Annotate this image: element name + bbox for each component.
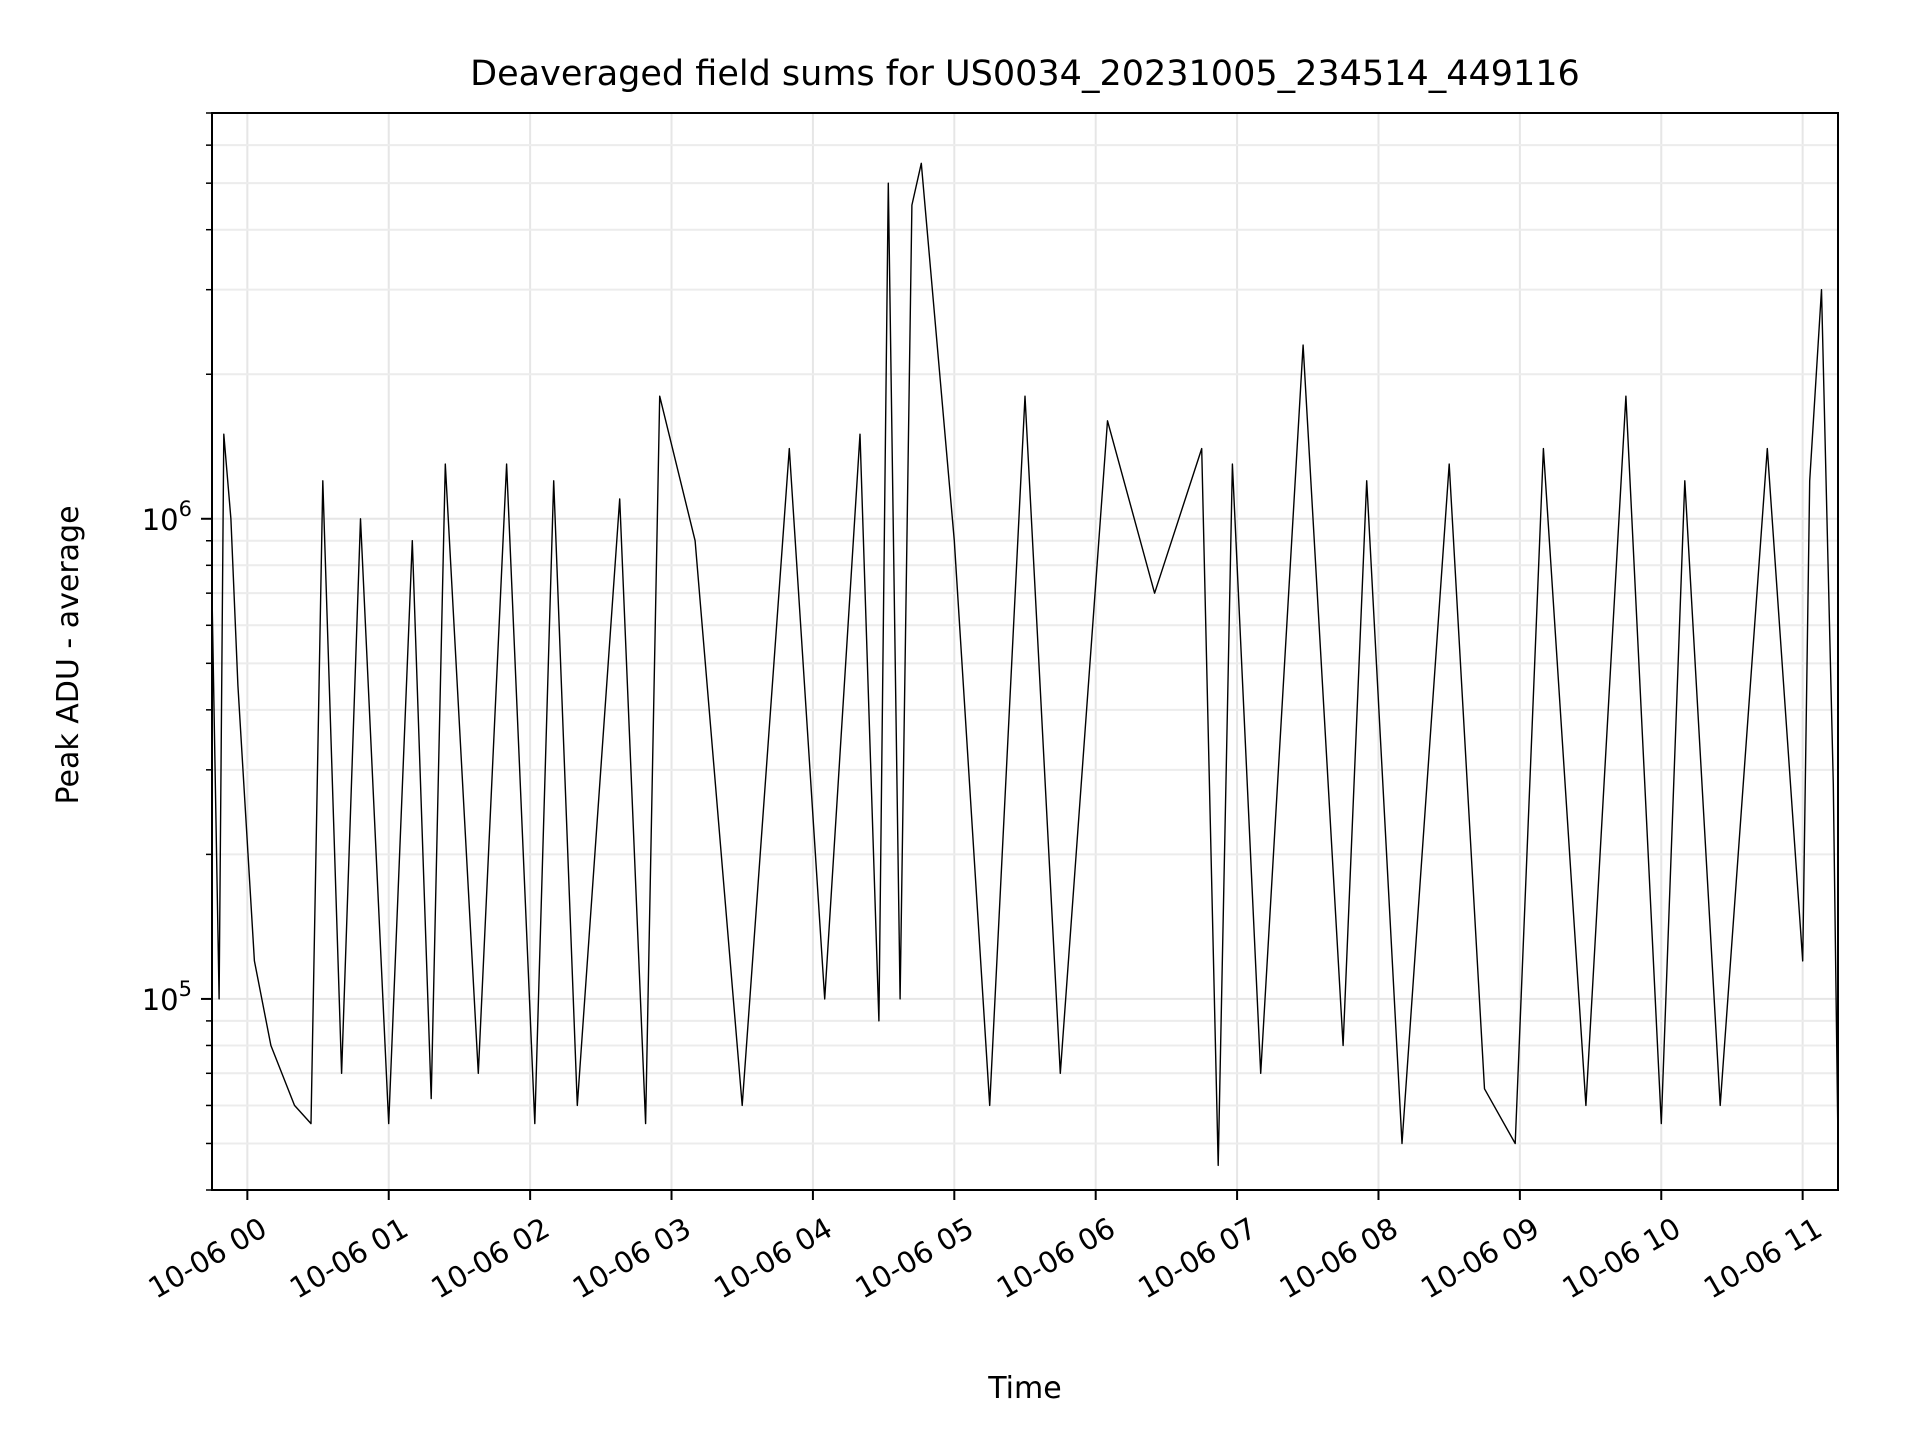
series-line: [211, 162, 1839, 1167]
y-tick-label: 106: [142, 497, 192, 537]
chart-title: Deaveraged field sums for US0034_2023100…: [470, 54, 1580, 94]
plot-frame: [211, 112, 1839, 1191]
series-line-path: [211, 162, 1839, 1167]
y-axis-label: Peak ADU - average: [51, 505, 86, 804]
x-axis-label: Time: [987, 1371, 1061, 1406]
grid: [212, 112, 1838, 1191]
y-tick-label: 105: [142, 977, 192, 1017]
